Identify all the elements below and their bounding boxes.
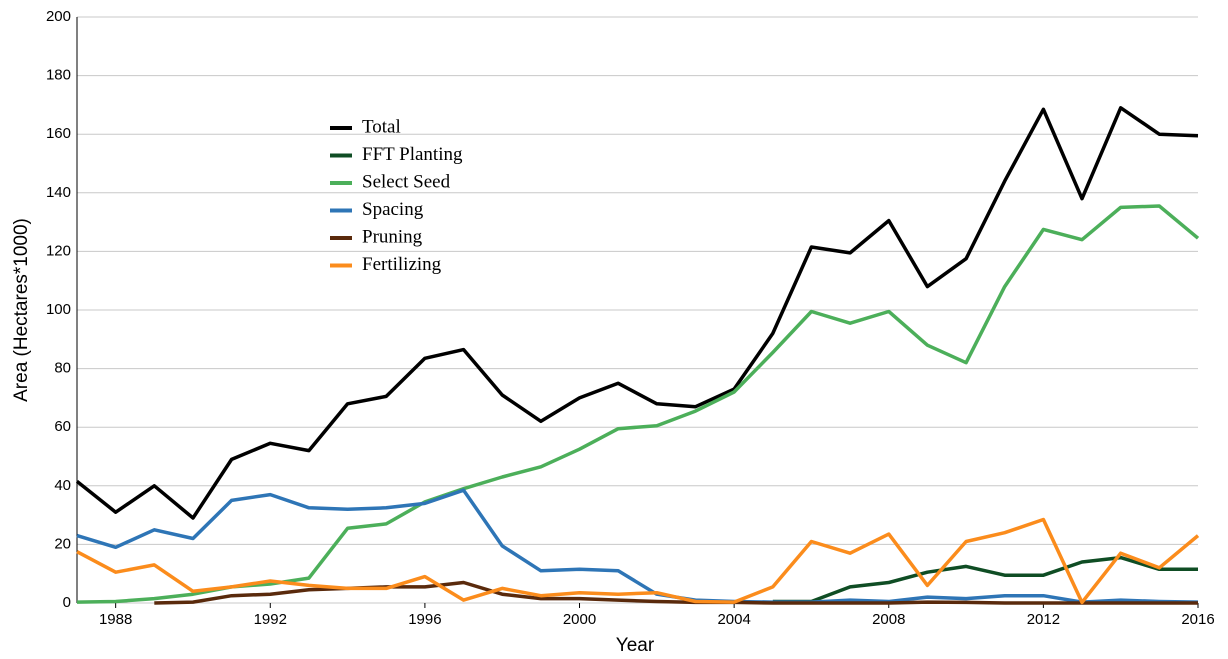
y-tick-label: 60 bbox=[54, 418, 71, 435]
y-tick-label: 140 bbox=[46, 184, 71, 201]
series-line bbox=[76, 204, 1200, 604]
y-tick-label: 80 bbox=[54, 360, 71, 377]
y-tick-label: 0 bbox=[63, 594, 71, 611]
y-tick-label: 200 bbox=[46, 8, 71, 25]
y-tick-label: 40 bbox=[54, 477, 71, 494]
x-tick-label: 1988 bbox=[99, 611, 132, 628]
y-tick-label: 100 bbox=[46, 301, 71, 318]
y-tick-label: 20 bbox=[54, 535, 71, 552]
series-line bbox=[75, 106, 1199, 520]
legend-label: Fertilizing bbox=[362, 254, 442, 275]
legend-label: Spacing bbox=[362, 199, 424, 220]
x-tick-label: 2004 bbox=[717, 611, 750, 628]
series-line bbox=[772, 555, 1198, 604]
x-tick-label: 2008 bbox=[872, 611, 905, 628]
series-line bbox=[154, 580, 1198, 605]
x-tick-label: 2000 bbox=[563, 611, 596, 628]
x-tick-label: 2016 bbox=[1181, 611, 1214, 628]
y-axis-label: Area (Hectares*1000) bbox=[11, 218, 32, 402]
legend-label: Pruning bbox=[362, 226, 423, 247]
x-tick-label: 1992 bbox=[254, 611, 287, 628]
x-tick-label: 1996 bbox=[408, 611, 441, 628]
x-tick-label: 2012 bbox=[1027, 611, 1060, 628]
legend-label: FFT Planting bbox=[362, 144, 463, 165]
legend-label: Total bbox=[362, 116, 401, 137]
legend-label: Select Seed bbox=[362, 171, 451, 192]
series-line bbox=[76, 488, 1199, 604]
y-tick-label: 160 bbox=[46, 125, 71, 142]
y-tick-label: 120 bbox=[46, 242, 71, 259]
x-axis-label: Year bbox=[616, 635, 655, 656]
y-tick-label: 180 bbox=[46, 67, 71, 84]
series-line bbox=[76, 517, 1200, 605]
